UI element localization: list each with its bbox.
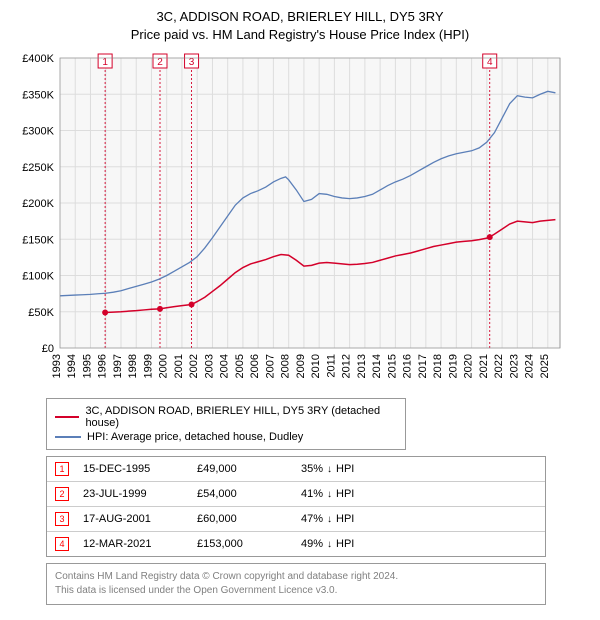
svg-text:1995: 1995 <box>81 354 93 378</box>
line-chart-svg: £0 £50K £100K £150K £200K £250K £300K £350K £400… <box>10 50 580 380</box>
svg-text:2024: 2024 <box>524 354 536 378</box>
svg-text:2016: 2016 <box>402 354 414 378</box>
svg-text:1994: 1994 <box>66 354 78 378</box>
svg-text:2: 2 <box>157 57 163 68</box>
svg-text:1999: 1999 <box>142 354 154 378</box>
svg-text:2020: 2020 <box>463 354 475 378</box>
svg-text:£150K: £150K <box>22 235 54 247</box>
svg-text:3: 3 <box>189 57 195 68</box>
datapoint-date: 17-AUG-2001 <box>83 513 183 525</box>
svg-text:1993: 1993 <box>51 354 63 378</box>
svg-text:2022: 2022 <box>493 354 505 378</box>
svg-text:2013: 2013 <box>356 354 368 378</box>
datapoint-pct: 35%↓HPI <box>301 463 391 475</box>
svg-text:£0: £0 <box>42 343 54 355</box>
chart-plot-area: £0 £50K £100K £150K £200K £250K £300K £350K £400… <box>10 50 590 390</box>
datapoint-row: 4 12-MAR-2021 £153,000 49%↓HPI <box>47 532 545 556</box>
svg-text:2017: 2017 <box>417 354 429 378</box>
footer-line1: Contains HM Land Registry data © Crown c… <box>55 570 537 584</box>
svg-text:2010: 2010 <box>310 354 322 378</box>
datapoint-pct: 47%↓HPI <box>301 513 391 525</box>
svg-text:2005: 2005 <box>234 354 246 378</box>
datapoint-date: 15-DEC-1995 <box>83 463 183 475</box>
svg-text:£200K: £200K <box>22 198 54 210</box>
legend-label: 3C, ADDISON ROAD, BRIERLEY HILL, DY5 3RY… <box>85 405 397 429</box>
svg-text:2008: 2008 <box>280 354 292 378</box>
svg-text:2025: 2025 <box>539 354 551 378</box>
datapoint-price: £153,000 <box>197 538 287 550</box>
svg-text:£300K: £300K <box>22 126 54 138</box>
datapoint-pct: 49%↓HPI <box>301 538 391 550</box>
svg-text:2004: 2004 <box>219 354 231 378</box>
svg-text:£350K: £350K <box>22 90 54 102</box>
datapoint-date: 23-JUL-1999 <box>83 488 183 500</box>
svg-text:2000: 2000 <box>158 354 170 378</box>
legend-item: HPI: Average price, detached house, Dudl… <box>55 431 397 443</box>
datapoint-row: 2 23-JUL-1999 £54,000 41%↓HPI <box>47 482 545 507</box>
datapoint-pct: 41%↓HPI <box>301 488 391 500</box>
svg-text:2019: 2019 <box>447 354 459 378</box>
datapoint-row: 1 15-DEC-1995 £49,000 35%↓HPI <box>47 457 545 482</box>
datapoint-price: £60,000 <box>197 513 287 525</box>
datapoint-row: 3 17-AUG-2001 £60,000 47%↓HPI <box>47 507 545 532</box>
chart-title-line1: 3C, ADDISON ROAD, BRIERLEY HILL, DY5 3RY <box>10 8 590 26</box>
chart-title-line2: Price paid vs. HM Land Registry's House … <box>10 26 590 44</box>
svg-text:1996: 1996 <box>97 354 109 378</box>
arrow-down-icon: ↓ <box>327 539 332 550</box>
chart-legend: 3C, ADDISON ROAD, BRIERLEY HILL, DY5 3RY… <box>46 398 406 450</box>
svg-text:2006: 2006 <box>249 354 261 378</box>
svg-text:2009: 2009 <box>295 354 307 378</box>
svg-text:2002: 2002 <box>188 354 200 378</box>
datapoint-marker: 4 <box>55 537 69 551</box>
datapoint-price: £54,000 <box>197 488 287 500</box>
svg-text:1998: 1998 <box>127 354 139 378</box>
svg-text:1997: 1997 <box>112 354 124 378</box>
svg-text:£250K: £250K <box>22 162 54 174</box>
svg-text:2012: 2012 <box>341 354 353 378</box>
svg-text:4: 4 <box>487 57 493 68</box>
legend-color-swatch <box>55 416 79 418</box>
chart-container: 3C, ADDISON ROAD, BRIERLEY HILL, DY5 3RY… <box>0 0 600 613</box>
datapoint-date: 12-MAR-2021 <box>83 538 183 550</box>
svg-text:2011: 2011 <box>325 354 337 378</box>
footer-line2: This data is licensed under the Open Gov… <box>55 584 537 598</box>
svg-text:£400K: £400K <box>22 53 54 65</box>
legend-label: HPI: Average price, detached house, Dudl… <box>87 431 303 443</box>
datapoint-marker: 1 <box>55 462 69 476</box>
arrow-down-icon: ↓ <box>327 489 332 500</box>
attribution-footer: Contains HM Land Registry data © Crown c… <box>46 563 546 605</box>
svg-text:£100K: £100K <box>22 271 54 283</box>
svg-text:2014: 2014 <box>371 354 383 378</box>
datapoint-marker: 2 <box>55 487 69 501</box>
datapoint-price: £49,000 <box>197 463 287 475</box>
svg-text:£50K: £50K <box>28 307 54 319</box>
svg-text:2018: 2018 <box>432 354 444 378</box>
svg-text:2023: 2023 <box>508 354 520 378</box>
svg-text:2001: 2001 <box>173 354 185 378</box>
svg-text:2021: 2021 <box>478 354 490 378</box>
legend-color-swatch <box>55 436 81 438</box>
svg-text:2015: 2015 <box>386 354 398 378</box>
svg-text:2007: 2007 <box>264 354 276 378</box>
legend-item: 3C, ADDISON ROAD, BRIERLEY HILL, DY5 3RY… <box>55 405 397 429</box>
arrow-down-icon: ↓ <box>327 514 332 525</box>
datapoint-marker: 3 <box>55 512 69 526</box>
datapoints-table: 1 15-DEC-1995 £49,000 35%↓HPI 2 23-JUL-1999 £5… <box>46 456 546 557</box>
svg-text:1: 1 <box>102 57 108 68</box>
svg-text:2003: 2003 <box>203 354 215 378</box>
arrow-down-icon: ↓ <box>327 464 332 475</box>
